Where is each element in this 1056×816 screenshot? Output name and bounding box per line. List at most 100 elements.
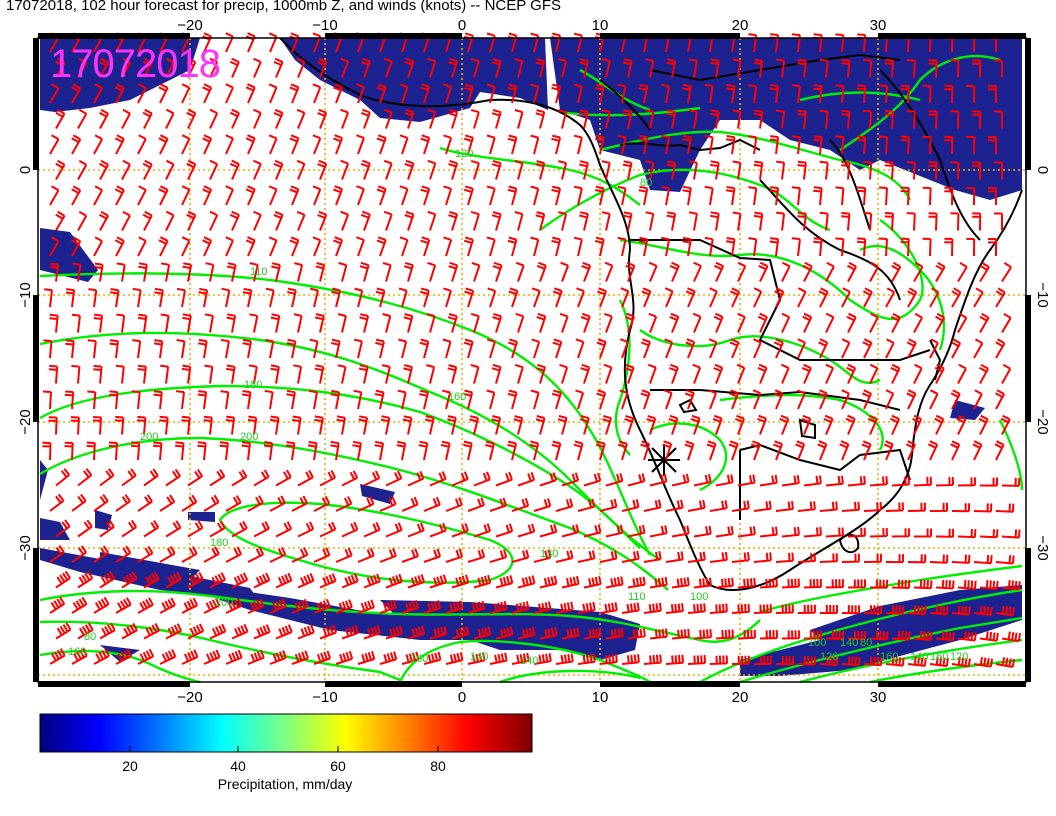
wind-barb — [661, 185, 671, 206]
wind-barb — [363, 625, 382, 640]
wind-barb — [640, 389, 651, 410]
wind-barb — [495, 575, 514, 589]
wind-barb — [863, 58, 873, 78]
wind-barb — [165, 108, 175, 129]
wind-barb — [665, 603, 684, 614]
axis-tick-labels: −20 −10 0 10 20 30 −20 −10 0 10 20 30 0 … — [17, 17, 1051, 706]
wind-barb — [249, 313, 259, 333]
wind-barb — [71, 185, 82, 206]
wind-barb — [71, 545, 87, 563]
wind-barb — [551, 83, 562, 104]
wind-barb — [661, 236, 671, 257]
wind-barb — [781, 475, 800, 487]
wind-barb — [385, 522, 403, 538]
wind-barb — [539, 472, 558, 487]
wind-barb — [424, 415, 435, 435]
wind-barb — [922, 84, 932, 104]
wind-barb — [514, 211, 524, 231]
wind-barb — [93, 364, 103, 384]
wind-barb — [665, 551, 684, 563]
wind-barb — [862, 287, 873, 308]
wind-barb — [337, 313, 347, 333]
wind-barb — [242, 338, 252, 359]
wind-barb — [555, 498, 574, 512]
wind-barb — [573, 134, 583, 155]
wind-barb — [551, 440, 562, 461]
wind-barb — [869, 476, 888, 487]
wind-barb — [729, 287, 741, 308]
wind-barb — [813, 237, 823, 257]
wind-barb — [847, 261, 857, 282]
wind-barb — [154, 287, 164, 308]
wind-barb — [708, 338, 718, 359]
wind-barb — [331, 287, 342, 308]
wind-barb — [671, 628, 690, 640]
wind-barb — [308, 389, 318, 410]
wind-barb — [715, 629, 734, 640]
wind-barb — [182, 313, 192, 333]
wind-barb — [713, 261, 725, 282]
wind-barb — [132, 339, 142, 359]
wind-barb — [77, 622, 94, 640]
wind-barb — [704, 134, 714, 155]
wind-barb — [951, 656, 971, 668]
wind-barb — [950, 389, 961, 410]
wind-barb — [225, 495, 242, 512]
wind-barb — [803, 475, 822, 487]
wind-barb — [307, 441, 318, 461]
wind-barb — [515, 312, 525, 333]
wind-barb — [312, 83, 322, 104]
wind-barb — [845, 414, 856, 435]
wind-barb — [511, 652, 530, 665]
wind-barb — [443, 287, 452, 308]
wind-barb — [558, 109, 568, 129]
wind-barb — [420, 185, 431, 206]
wind-barb — [710, 58, 720, 78]
wind-barb — [693, 577, 712, 589]
wind-barb — [383, 57, 393, 78]
wind-barb — [725, 135, 736, 155]
wind-barb — [473, 626, 492, 640]
wind-barb — [753, 211, 764, 231]
wind-barb — [753, 287, 763, 308]
wind-barb — [137, 134, 147, 155]
wind-barb — [491, 211, 502, 231]
map-title: 17072018, 102 hour forecast for precip, … — [6, 0, 561, 14]
wind-barb — [622, 160, 633, 180]
wind-barb — [801, 414, 812, 435]
wind-barb — [878, 84, 888, 104]
wind-barb — [451, 471, 469, 487]
wind-barb — [209, 572, 226, 589]
contour-label: 140 — [470, 651, 488, 663]
wind-barb — [551, 389, 562, 410]
wind-barb — [356, 236, 365, 257]
wind-barb — [55, 622, 72, 640]
wind-barb — [419, 389, 429, 410]
wind-barb — [601, 211, 611, 231]
lat-lon-grid — [38, 38, 1026, 682]
wind-barb — [841, 605, 861, 615]
wind-barb — [289, 236, 300, 257]
wind-barb — [86, 441, 96, 461]
wind-barb — [114, 185, 125, 206]
wind-barb — [617, 440, 628, 461]
wind-barb — [514, 363, 524, 384]
precip-colorbar: 20 40 60 80 — [39, 713, 533, 774]
wind-barb — [907, 554, 927, 564]
wind-barb — [49, 596, 66, 614]
wind-barb — [358, 364, 369, 384]
wind-barb — [507, 134, 518, 155]
wind-barb — [420, 134, 431, 155]
wind-barb — [802, 261, 813, 282]
wind-barb — [577, 601, 596, 614]
wind-barb — [463, 338, 474, 359]
wind-barb — [753, 109, 764, 129]
wind-barb — [158, 83, 169, 104]
wind-barb — [187, 623, 205, 640]
wind-barb — [491, 58, 502, 78]
wind-barb — [374, 440, 385, 461]
wind-barb — [241, 390, 252, 410]
wind-barb — [819, 553, 838, 563]
top-lon-tick: −10 — [312, 17, 337, 34]
wind-barb — [314, 415, 324, 435]
